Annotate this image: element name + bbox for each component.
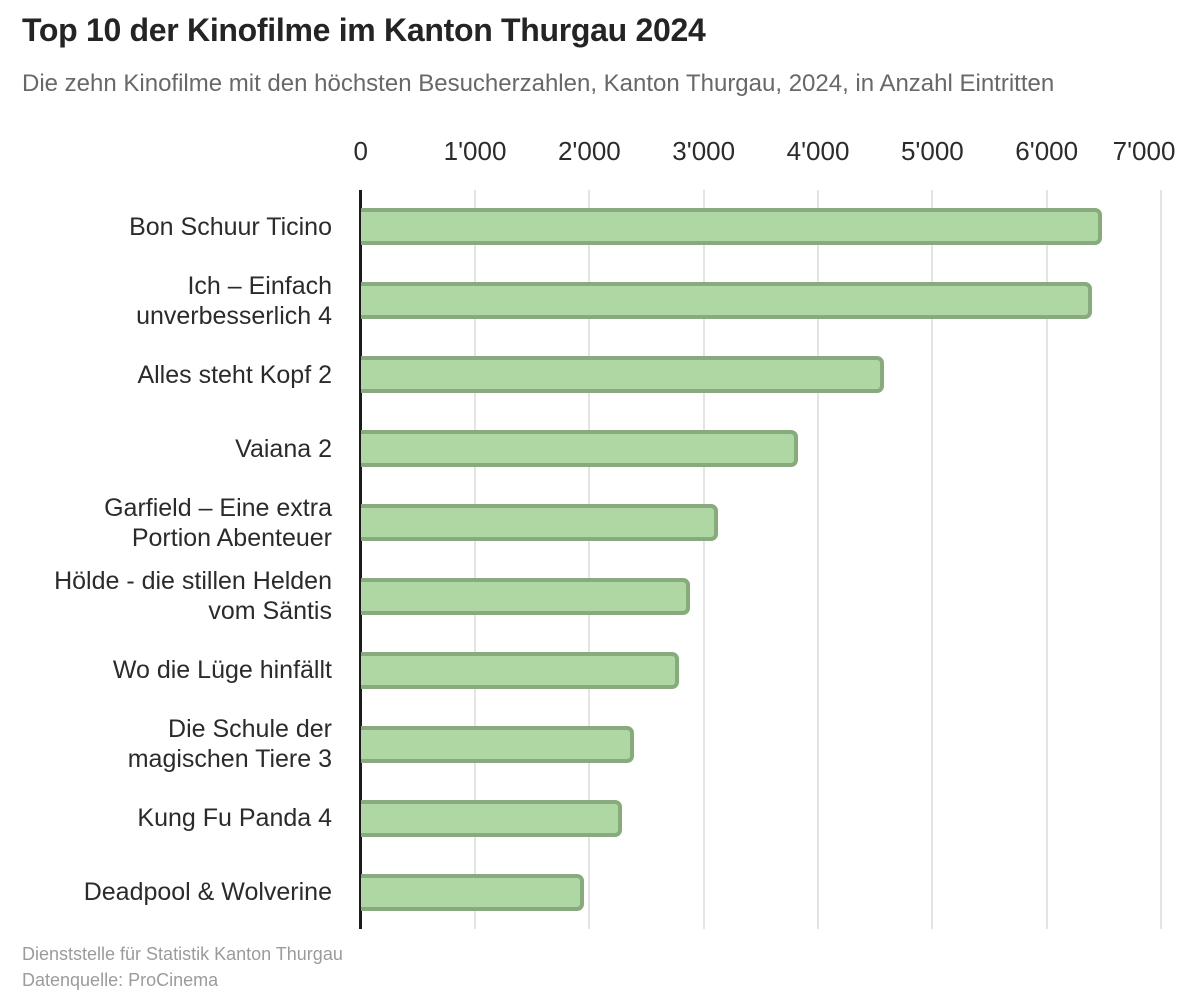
x-tick-label: 6'000 [1015, 136, 1079, 166]
x-tick-label: 5'000 [900, 136, 964, 166]
value-bar [361, 504, 718, 542]
gridline [1045, 190, 1048, 929]
x-tick-label: 0 [353, 136, 368, 166]
category-label: Deadpool & Wolverine [0, 877, 332, 907]
value-bar [361, 725, 634, 763]
category-label-line: Die Schule der [168, 715, 332, 744]
category-label: Die Schule der magischen Tiere 3 [0, 714, 332, 774]
category-label: Ich – Einfach unverbesserlich 4 [0, 271, 332, 331]
value-bar [361, 430, 798, 468]
footer-source-line: Dienststelle für Statistik Kanton Thurga… [22, 944, 343, 964]
category-label-line: unverbesserlich 4 [136, 301, 332, 330]
category-label: Garfield – Eine extra Portion Abenteuer [0, 493, 332, 553]
category-label-line: Ich – Einfach [187, 271, 332, 300]
category-label: Alles steht Kopf 2 [0, 360, 332, 390]
value-bar [361, 651, 679, 689]
gridline [1160, 190, 1163, 929]
value-bar [361, 356, 884, 394]
y-axis-line [359, 190, 362, 929]
category-label-line: Wo die Lüge hinfällt [112, 656, 332, 685]
category-label-line: vom Säntis [208, 597, 332, 626]
x-tick-label: 4'000 [786, 136, 850, 166]
x-tick-label: 7'000 [1112, 136, 1176, 166]
value-bar [361, 799, 622, 837]
category-label-line: Alles steht Kopf 2 [137, 360, 332, 389]
gridline [931, 190, 934, 929]
category-label: Bon Schuur Ticino [0, 212, 332, 242]
category-label-line: Bon Schuur Ticino [129, 212, 332, 241]
value-bar [361, 282, 1092, 320]
value-bar [361, 208, 1102, 246]
x-tick-label: 2'000 [557, 136, 621, 166]
category-label: Hölde - die stillen Helden vom Säntis [0, 566, 332, 626]
category-label: Kung Fu Panda 4 [0, 803, 332, 833]
footer-datasource-line: Datenquelle: ProCinema [22, 970, 219, 990]
category-label: Wo die Lüge hinfällt [0, 655, 332, 685]
chart-subtitle: Die zehn Kinofilme mit den höchsten Besu… [22, 70, 1055, 97]
category-label-line: Vaiana 2 [235, 434, 332, 463]
gridline [474, 190, 477, 929]
category-label-line: Kung Fu Panda 4 [137, 804, 332, 833]
category-label-line: Hölde - die stillen Helden [54, 567, 332, 596]
category-label: Vaiana 2 [0, 434, 332, 464]
chart-title: Top 10 der Kinofilme im Kanton Thurgau 2… [22, 12, 706, 48]
x-tick-label: 1'000 [443, 136, 507, 166]
gridline [817, 190, 820, 929]
value-bar [361, 873, 584, 911]
value-bar [361, 577, 690, 615]
x-tick-label: 3'000 [672, 136, 736, 166]
category-label-line: Garfield – Eine extra [104, 493, 332, 522]
category-label-line: Portion Abenteuer [131, 523, 332, 552]
gridline [702, 190, 705, 929]
category-label-line: Deadpool & Wolverine [83, 878, 332, 907]
category-label-line: magischen Tiere 3 [127, 745, 332, 774]
chart-footer: Dienststelle für Statistik Kanton Thurga… [22, 941, 343, 993]
gridline [588, 190, 591, 929]
